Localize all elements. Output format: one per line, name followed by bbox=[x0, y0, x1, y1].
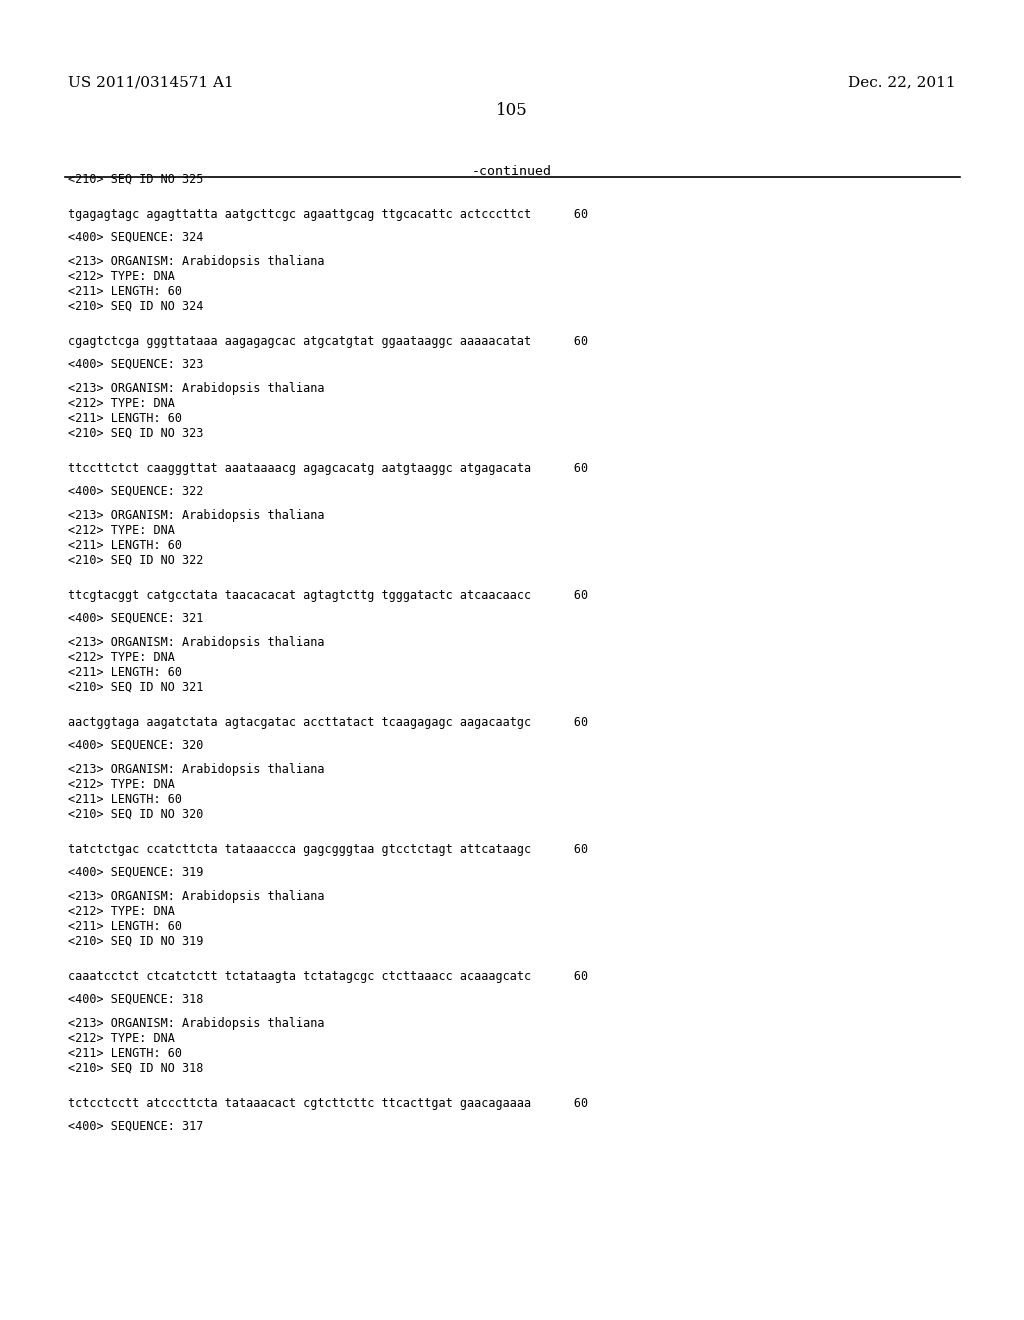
Text: <400> SEQUENCE: 322: <400> SEQUENCE: 322 bbox=[68, 484, 204, 498]
Text: <400> SEQUENCE: 321: <400> SEQUENCE: 321 bbox=[68, 612, 204, 624]
Text: <211> LENGTH: 60: <211> LENGTH: 60 bbox=[68, 667, 182, 678]
Text: <210> SEQ ID NO 325: <210> SEQ ID NO 325 bbox=[68, 173, 204, 186]
Text: <211> LENGTH: 60: <211> LENGTH: 60 bbox=[68, 793, 182, 807]
Text: ttccttctct caagggttat aaataaaacg agagcacatg aatgtaaggc atgagacata      60: ttccttctct caagggttat aaataaaacg agagcac… bbox=[68, 462, 588, 475]
Text: <213> ORGANISM: Arabidopsis thaliana: <213> ORGANISM: Arabidopsis thaliana bbox=[68, 763, 325, 776]
Text: <213> ORGANISM: Arabidopsis thaliana: <213> ORGANISM: Arabidopsis thaliana bbox=[68, 890, 325, 903]
Text: caaatcctct ctcatctctt tctataagta tctatagcgc ctcttaaacc acaaagcatc      60: caaatcctct ctcatctctt tctataagta tctatag… bbox=[68, 970, 588, 983]
Text: <400> SEQUENCE: 318: <400> SEQUENCE: 318 bbox=[68, 993, 204, 1006]
Text: <210> SEQ ID NO 324: <210> SEQ ID NO 324 bbox=[68, 300, 204, 313]
Text: <210> SEQ ID NO 322: <210> SEQ ID NO 322 bbox=[68, 554, 204, 568]
Text: <210> SEQ ID NO 320: <210> SEQ ID NO 320 bbox=[68, 808, 204, 821]
Text: <400> SEQUENCE: 324: <400> SEQUENCE: 324 bbox=[68, 231, 204, 244]
Text: <211> LENGTH: 60: <211> LENGTH: 60 bbox=[68, 920, 182, 933]
Text: aactggtaga aagatctata agtacgatac accttatact tcaagagagc aagacaatgc      60: aactggtaga aagatctata agtacgatac accttat… bbox=[68, 715, 588, 729]
Text: <213> ORGANISM: Arabidopsis thaliana: <213> ORGANISM: Arabidopsis thaliana bbox=[68, 1016, 325, 1030]
Text: <211> LENGTH: 60: <211> LENGTH: 60 bbox=[68, 285, 182, 298]
Text: <210> SEQ ID NO 321: <210> SEQ ID NO 321 bbox=[68, 681, 204, 694]
Text: <213> ORGANISM: Arabidopsis thaliana: <213> ORGANISM: Arabidopsis thaliana bbox=[68, 510, 325, 521]
Text: <213> ORGANISM: Arabidopsis thaliana: <213> ORGANISM: Arabidopsis thaliana bbox=[68, 636, 325, 649]
Text: <212> TYPE: DNA: <212> TYPE: DNA bbox=[68, 397, 175, 411]
Text: <212> TYPE: DNA: <212> TYPE: DNA bbox=[68, 906, 175, 917]
Text: tctcctcctt atcccttcta tataaacact cgtcttcttc ttcacttgat gaacagaaaa      60: tctcctcctt atcccttcta tataaacact cgtcttc… bbox=[68, 1097, 588, 1110]
Text: tgagagtagc agagttatta aatgcttcgc agaattgcag ttgcacattc actcccttct      60: tgagagtagc agagttatta aatgcttcgc agaattg… bbox=[68, 209, 588, 220]
Text: <212> TYPE: DNA: <212> TYPE: DNA bbox=[68, 1032, 175, 1045]
Text: cgagtctcga gggttataaa aagagagcac atgcatgtat ggaataaggc aaaaacatat      60: cgagtctcga gggttataaa aagagagcac atgcatg… bbox=[68, 335, 588, 348]
Text: <400> SEQUENCE: 323: <400> SEQUENCE: 323 bbox=[68, 358, 204, 371]
Text: <212> TYPE: DNA: <212> TYPE: DNA bbox=[68, 271, 175, 282]
Text: <400> SEQUENCE: 319: <400> SEQUENCE: 319 bbox=[68, 866, 204, 879]
Text: <212> TYPE: DNA: <212> TYPE: DNA bbox=[68, 651, 175, 664]
Text: <400> SEQUENCE: 317: <400> SEQUENCE: 317 bbox=[68, 1119, 204, 1133]
Text: <211> LENGTH: 60: <211> LENGTH: 60 bbox=[68, 539, 182, 552]
Text: ttcgtacggt catgcctata taacacacat agtagtcttg tgggatactc atcaacaacc      60: ttcgtacggt catgcctata taacacacat agtagtc… bbox=[68, 589, 588, 602]
Text: US 2011/0314571 A1: US 2011/0314571 A1 bbox=[68, 75, 233, 88]
Text: <400> SEQUENCE: 320: <400> SEQUENCE: 320 bbox=[68, 739, 204, 752]
Text: <213> ORGANISM: Arabidopsis thaliana: <213> ORGANISM: Arabidopsis thaliana bbox=[68, 255, 325, 268]
Text: Dec. 22, 2011: Dec. 22, 2011 bbox=[848, 75, 956, 88]
Text: -continued: -continued bbox=[472, 165, 552, 178]
Text: <212> TYPE: DNA: <212> TYPE: DNA bbox=[68, 524, 175, 537]
Text: <211> LENGTH: 60: <211> LENGTH: 60 bbox=[68, 412, 182, 425]
Text: tatctctgac ccatcttcta tataaaccca gagcgggtaa gtcctctagt attcataagc      60: tatctctgac ccatcttcta tataaaccca gagcggg… bbox=[68, 843, 588, 855]
Text: <211> LENGTH: 60: <211> LENGTH: 60 bbox=[68, 1047, 182, 1060]
Text: <210> SEQ ID NO 318: <210> SEQ ID NO 318 bbox=[68, 1063, 204, 1074]
Text: <212> TYPE: DNA: <212> TYPE: DNA bbox=[68, 777, 175, 791]
Text: <210> SEQ ID NO 323: <210> SEQ ID NO 323 bbox=[68, 426, 204, 440]
Text: <210> SEQ ID NO 319: <210> SEQ ID NO 319 bbox=[68, 935, 204, 948]
Text: 105: 105 bbox=[496, 102, 528, 119]
Text: <213> ORGANISM: Arabidopsis thaliana: <213> ORGANISM: Arabidopsis thaliana bbox=[68, 381, 325, 395]
